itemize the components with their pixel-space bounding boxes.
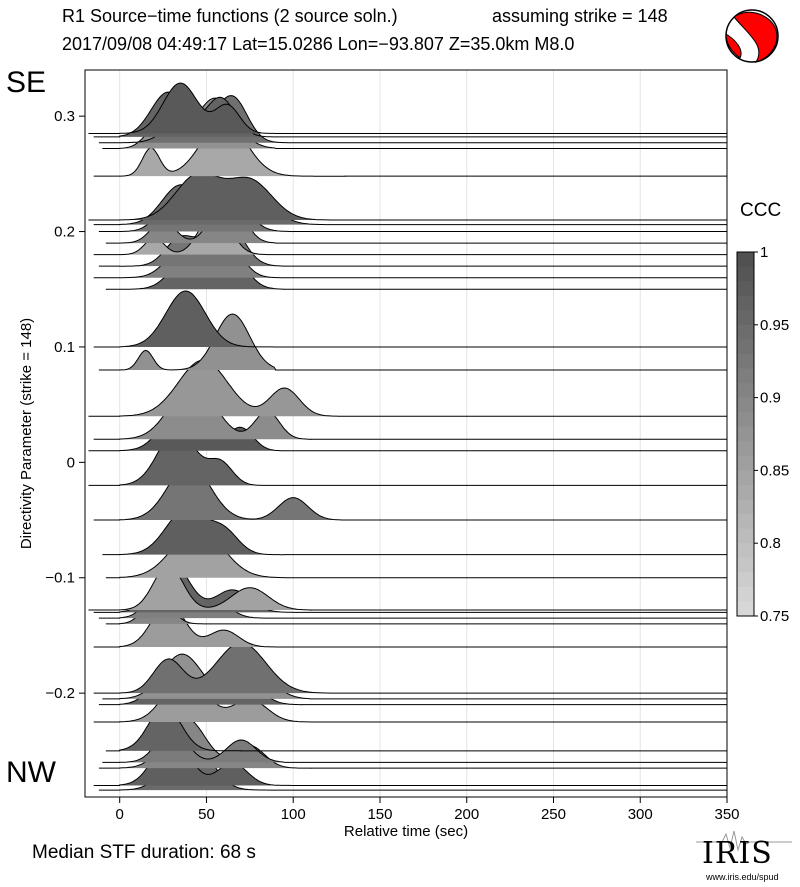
stf-trace — [88, 359, 727, 417]
stf-line — [93, 290, 727, 348]
stf-line — [93, 734, 727, 786]
stf-fill — [119, 314, 276, 371]
stf-line — [93, 463, 727, 521]
x-tick-label: 50 — [198, 806, 215, 823]
colorbar-segment — [737, 499, 754, 515]
stf-trace — [98, 313, 727, 371]
y-tick-label: −0.2 — [45, 685, 75, 702]
stf-fill — [119, 83, 285, 134]
x-tick-label: 0 — [116, 806, 124, 823]
stf-fill — [119, 706, 242, 751]
stf-line — [88, 82, 727, 134]
chart-title: R1 Source−time functions (2 source soln.… — [62, 6, 398, 26]
colorbar-segment — [737, 426, 754, 442]
colorbar-segment — [737, 557, 754, 573]
colorbar-segment — [737, 397, 754, 413]
stf-trace — [93, 290, 727, 348]
x-tick-label: 350 — [714, 806, 739, 823]
colorbar-tick-label: 0.8 — [760, 535, 781, 552]
median-duration: Median STF duration: 68 s — [32, 842, 256, 863]
iris-logo: IRIS www.iris.edu/spud — [692, 828, 798, 884]
event-info: 2017/09/08 04:49:17 Lat=15.0286 Lon=−93.… — [62, 34, 575, 54]
plot-frame — [84, 69, 728, 798]
beachball-quadrant-a — [733, 11, 778, 63]
stf-trace — [105, 705, 727, 752]
colorbar-title: CCC — [740, 200, 782, 221]
colorbar-tick-label: 0.95 — [760, 317, 789, 334]
colorbar-segment — [737, 266, 754, 282]
x-tick-label: 200 — [454, 806, 479, 823]
se-direction-label: SE — [6, 66, 47, 99]
x-tick-label: 100 — [281, 806, 306, 823]
stf-line — [88, 564, 727, 611]
y-tick-label: 0.1 — [54, 339, 75, 356]
y-tick-label: 0.3 — [54, 108, 75, 125]
stf-line — [88, 359, 727, 417]
colorbar-frame — [736, 251, 755, 617]
nw-direction-label: NW — [6, 756, 56, 789]
stf-fill — [119, 509, 285, 555]
colorbar-segment — [737, 310, 754, 326]
y-axis-label: Directivity Parameter (strike = 148) — [18, 318, 35, 549]
logo-text: IRIS — [702, 836, 773, 871]
stf-line — [98, 313, 727, 371]
colorbar-segment — [737, 281, 754, 297]
beachball-quadrant-b — [725, 33, 742, 59]
colorbar-segment — [737, 324, 754, 340]
stf-fill — [119, 671, 311, 722]
y-tick-label: −0.1 — [45, 570, 75, 587]
stf-fill — [119, 172, 346, 221]
stf-fill — [119, 642, 346, 694]
stf-line — [93, 601, 727, 648]
x-tick-label: 150 — [367, 806, 392, 823]
colorbar-segment — [737, 295, 754, 311]
colorbar-segment — [737, 514, 754, 530]
x-tick-label: 300 — [628, 806, 653, 823]
beachball-icon — [725, 9, 779, 63]
strike-note: assuming strike = 148 — [492, 6, 668, 26]
y-tick-label: 0 — [67, 454, 75, 471]
colorbar-segment — [737, 586, 754, 602]
colorbar-segment — [737, 252, 754, 268]
colorbar-segment — [737, 368, 754, 384]
colorbar-segment — [737, 484, 754, 501]
colorbar-segment — [737, 528, 754, 544]
colorbar-segment — [737, 441, 754, 457]
stf-fill — [119, 360, 346, 417]
colorbar-segment — [737, 339, 754, 355]
colorbar-segment — [737, 383, 754, 399]
stf-fill — [119, 429, 276, 486]
colorbar-tick-label: 0.9 — [760, 390, 781, 407]
y-tick-label: 0.2 — [54, 224, 75, 241]
logo-url: www.iris.edu/spud — [706, 872, 779, 882]
stf-line — [105, 705, 727, 752]
colorbar-segment — [737, 353, 754, 369]
colorbar-tick-label: 1 — [760, 244, 768, 261]
seismogram-icon — [696, 830, 792, 852]
colorbar-segment — [737, 543, 754, 559]
x-tick-label: 250 — [541, 806, 566, 823]
colorbar-segment — [737, 572, 754, 588]
stf-line — [88, 171, 727, 221]
colorbar-tick-label: 0.85 — [760, 462, 789, 479]
x-axis-label: Relative time (sec) — [344, 823, 468, 840]
stf-line — [88, 428, 727, 486]
stf-trace — [88, 171, 727, 221]
colorbar-tick-label: 0.75 — [760, 608, 789, 625]
colorbar-segment — [737, 455, 754, 471]
colorbar-segment — [737, 601, 754, 617]
stf-fill — [119, 209, 268, 255]
stf-fill — [119, 291, 276, 347]
colorbar-segment — [737, 470, 754, 486]
stf-trace — [88, 428, 727, 486]
stf-trace — [88, 82, 727, 134]
colorbar-segment — [737, 412, 754, 428]
stf-line — [102, 728, 727, 763]
